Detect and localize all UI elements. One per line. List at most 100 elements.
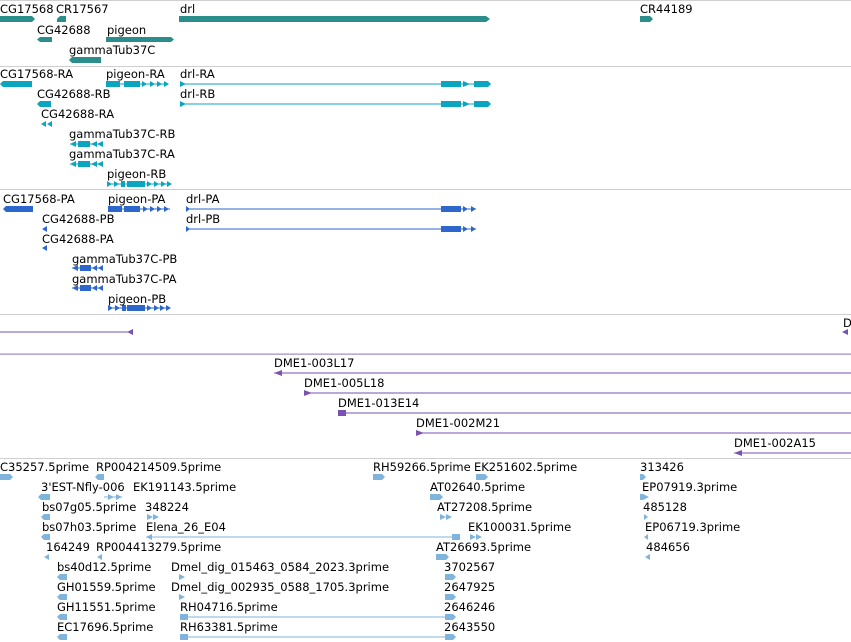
est-label[interactable]: 3'EST-Nfly-006: [41, 480, 125, 494]
clone-glyph[interactable]: [0, 329, 133, 335]
clone-glyph-DME1-003L17[interactable]: [274, 370, 851, 376]
gene-label[interactable]: pigeon: [107, 23, 147, 37]
est-label[interactable]: EK100031.5prime: [468, 520, 572, 534]
transcript-label[interactable]: CG17568-RA: [0, 67, 74, 81]
clone-glyph-DME1-013E14[interactable]: [338, 410, 851, 416]
est-glyph[interactable]: [57, 634, 67, 640]
gene-label[interactable]: drl: [180, 2, 196, 16]
transcript-glyph-pigeon-RB[interactable]: [107, 181, 172, 187]
gene-label[interactable]: gammaTub37C: [69, 43, 156, 57]
est-label[interactable]: GH11551.5prime: [57, 600, 156, 614]
protein-glyph-CG42688-PB[interactable]: [42, 226, 47, 232]
est-glyph[interactable]: [179, 594, 185, 600]
clone-label[interactable]: DME1-002A15: [734, 436, 816, 450]
est-glyph[interactable]: [644, 514, 648, 520]
protein-glyph-pigeon-PB[interactable]: [108, 305, 171, 311]
gene-glyph-CG17568[interactable]: [0, 16, 35, 22]
est-glyph[interactable]: [445, 614, 456, 620]
clone-label[interactable]: DME1-002M21: [416, 416, 501, 430]
est-label[interactable]: AT26693.5prime: [436, 540, 532, 554]
est-label[interactable]: GH01559.5prime: [57, 580, 156, 594]
transcript-glyph-gammaTub37C-RB[interactable]: [70, 141, 103, 147]
est-label[interactable]: 484656: [646, 540, 690, 554]
est-label[interactable]: bs07g05.5prime: [42, 500, 137, 514]
transcript-label[interactable]: gammaTub37C-RB: [69, 127, 176, 141]
gene-label[interactable]: CG42688: [37, 23, 91, 37]
gene-glyph-CR44189[interactable]: [640, 16, 653, 22]
protein-glyph-CG17568-PA[interactable]: [3, 206, 33, 212]
gene-glyph-CR17567[interactable]: [57, 16, 66, 22]
est-label[interactable]: 2647925: [444, 580, 496, 594]
est-glyph[interactable]: [44, 554, 49, 560]
est-glyph[interactable]: [640, 494, 649, 500]
est-glyph[interactable]: [445, 574, 456, 580]
est-label[interactable]: Dmel_dig_002935_0588_1705.3prime: [171, 580, 390, 594]
est-glyph[interactable]: [179, 574, 185, 580]
gene-label[interactable]: CR17567: [56, 2, 109, 16]
protein-glyph-gammaTub37C-PB[interactable]: [72, 265, 103, 271]
est-glyph[interactable]: [644, 534, 648, 540]
gene-glyph-CG42688[interactable]: [37, 37, 52, 42]
gene-label[interactable]: CG17568: [0, 2, 54, 16]
protein-glyph-drl-PA[interactable]: [186, 206, 476, 212]
est-label[interactable]: RP004413279.5prime: [96, 540, 222, 554]
clone-label[interactable]: D: [843, 316, 851, 330]
est-glyph[interactable]: [430, 494, 443, 500]
protein-label[interactable]: gammaTub37C-PB: [72, 252, 178, 266]
protein-glyph-pigeon-PA[interactable]: [108, 206, 170, 212]
est-glyph[interactable]: [445, 634, 456, 640]
transcript-label[interactable]: pigeon-RB: [107, 167, 167, 181]
protein-label[interactable]: drl-PA: [186, 192, 220, 206]
transcript-label[interactable]: pigeon-RA: [106, 67, 165, 81]
est-glyph[interactable]: [41, 534, 50, 540]
est-label[interactable]: 3702567: [444, 560, 496, 574]
est-label[interactable]: EK191143.5prime: [133, 480, 237, 494]
transcript-glyph-CG42688-RA[interactable]: [41, 121, 52, 127]
transcript-glyph-drl-RA[interactable]: [180, 81, 491, 87]
est-label[interactable]: 348224: [145, 500, 189, 514]
protein-label[interactable]: CG17568-PA: [3, 192, 75, 206]
est-label[interactable]: EC17696.5prime: [57, 620, 154, 634]
est-label[interactable]: AT02640.5prime: [430, 480, 526, 494]
clone-glyph-DME1-002M21[interactable]: [416, 430, 851, 436]
est-glyph[interactable]: [57, 574, 67, 580]
est-label[interactable]: bs07h03.5prime: [42, 520, 137, 534]
transcript-glyph-gammaTub37C-RA[interactable]: [70, 161, 103, 167]
est-label[interactable]: EP06719.3prime: [645, 520, 741, 534]
est-glyph[interactable]: [645, 554, 650, 560]
est-glyph[interactable]: [147, 514, 159, 520]
est-label[interactable]: EK251602.5prime: [474, 460, 578, 474]
est-glyph[interactable]: [180, 634, 453, 640]
clone-label[interactable]: DME1-005L18: [304, 376, 385, 390]
est-glyph[interactable]: [436, 554, 449, 560]
clone-label[interactable]: DME1-013E14: [338, 396, 420, 410]
protein-glyph-drl-PB[interactable]: [186, 226, 476, 232]
protein-label[interactable]: pigeon-PA: [108, 192, 166, 206]
est-label[interactable]: C35257.5prime: [0, 460, 90, 474]
est-label[interactable]: 2646246: [444, 600, 496, 614]
est-glyph[interactable]: [38, 494, 50, 500]
transcript-label[interactable]: drl-RB: [180, 87, 216, 101]
protein-glyph-gammaTub37C-PA[interactable]: [72, 285, 103, 291]
est-glyph[interactable]: [104, 494, 122, 500]
est-glyph[interactable]: [95, 474, 104, 480]
est-glyph[interactable]: [470, 534, 482, 540]
protein-glyph-CG42688-PA[interactable]: [42, 245, 47, 251]
protein-label[interactable]: pigeon-PB: [108, 292, 167, 306]
est-label[interactable]: EP07919.3prime: [642, 480, 738, 494]
est-glyph[interactable]: [476, 474, 488, 480]
protein-label[interactable]: CG42688-PA: [42, 232, 114, 246]
est-label[interactable]: AT27208.5prime: [437, 500, 533, 514]
est-label[interactable]: 485128: [643, 500, 687, 514]
clone-label[interactable]: DME1-003L17: [274, 356, 355, 370]
transcript-glyph-drl-RB[interactable]: [180, 101, 491, 107]
est-glyph[interactable]: [41, 514, 50, 520]
est-label[interactable]: 2643550: [444, 620, 496, 634]
est-label[interactable]: RH59266.5prime: [373, 460, 471, 474]
gene-glyph-drl[interactable]: [179, 16, 490, 22]
transcript-label[interactable]: CG42688-RB: [37, 87, 111, 101]
gene-label[interactable]: CR44189: [640, 2, 693, 16]
clone-glyph-DME1-005L18[interactable]: [304, 390, 851, 396]
est-glyph[interactable]: [0, 474, 13, 480]
est-glyph[interactable]: [440, 514, 452, 520]
